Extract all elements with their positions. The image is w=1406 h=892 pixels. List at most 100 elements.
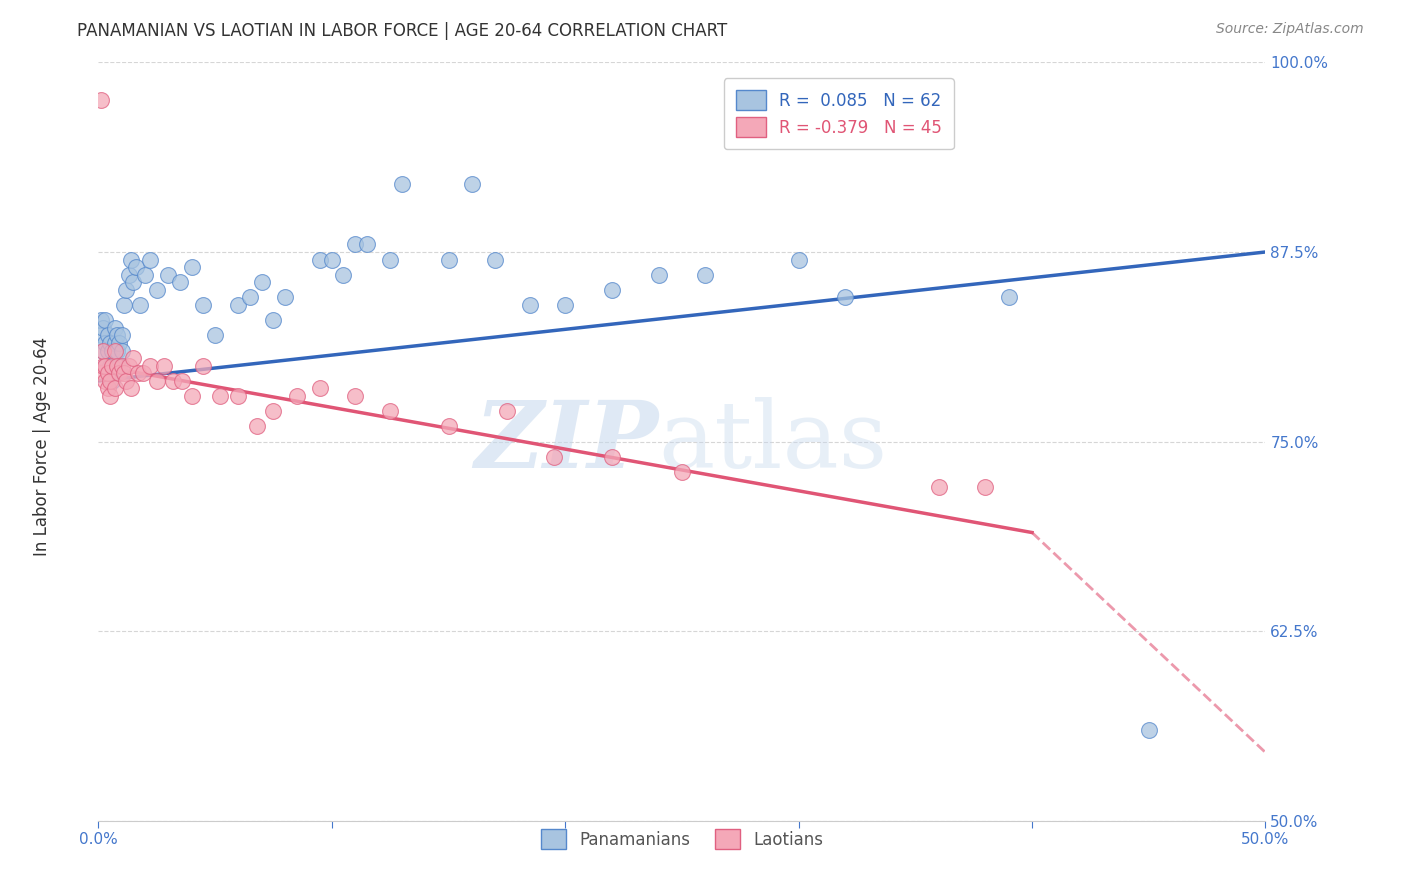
Point bbox=[97, 343, 120, 358]
Point bbox=[104, 321, 127, 335]
Point bbox=[647, 268, 669, 282]
Point bbox=[193, 359, 215, 373]
Point bbox=[120, 382, 142, 396]
Point bbox=[484, 252, 506, 267]
Point bbox=[262, 313, 284, 327]
Point bbox=[94, 336, 117, 351]
Point bbox=[208, 389, 231, 403]
Point bbox=[1137, 723, 1160, 737]
Point bbox=[94, 374, 117, 388]
Point bbox=[344, 237, 367, 252]
Point bbox=[105, 328, 128, 343]
Point bbox=[997, 291, 1019, 305]
Point bbox=[118, 359, 141, 373]
Point bbox=[437, 419, 460, 434]
Point bbox=[152, 359, 174, 373]
Point bbox=[309, 382, 332, 396]
Point bbox=[834, 291, 856, 305]
Point bbox=[90, 94, 112, 108]
Point bbox=[91, 343, 114, 358]
Point bbox=[461, 177, 484, 191]
Point bbox=[671, 465, 693, 479]
Point bbox=[496, 404, 519, 418]
Point bbox=[600, 450, 623, 464]
Point bbox=[97, 382, 120, 396]
Point bbox=[519, 298, 541, 312]
Legend: Panamanians, Laotians: Panamanians, Laotians bbox=[533, 821, 831, 858]
Point bbox=[122, 275, 145, 289]
Text: atlas: atlas bbox=[658, 397, 887, 486]
Point bbox=[94, 313, 117, 327]
Point bbox=[344, 389, 367, 403]
Text: In Labor Force | Age 20-64: In Labor Force | Age 20-64 bbox=[34, 336, 51, 556]
Point bbox=[101, 374, 124, 388]
Point bbox=[157, 268, 180, 282]
Point bbox=[274, 291, 297, 305]
Point bbox=[146, 283, 169, 297]
Point bbox=[180, 389, 202, 403]
Point bbox=[101, 359, 124, 373]
Point bbox=[139, 252, 162, 267]
Point bbox=[108, 366, 131, 380]
Point bbox=[250, 275, 273, 289]
Point bbox=[193, 298, 215, 312]
Point bbox=[104, 336, 127, 351]
Point bbox=[127, 366, 149, 380]
Point bbox=[112, 366, 135, 380]
Point bbox=[146, 374, 169, 388]
Point bbox=[98, 374, 121, 388]
Point bbox=[554, 298, 576, 312]
Point bbox=[108, 359, 131, 373]
Point bbox=[928, 480, 950, 494]
Point bbox=[695, 268, 717, 282]
Point bbox=[98, 389, 121, 403]
Point bbox=[118, 268, 141, 282]
Point bbox=[204, 328, 226, 343]
Point bbox=[787, 252, 810, 267]
Point bbox=[332, 268, 354, 282]
Point bbox=[111, 343, 134, 358]
Point bbox=[98, 336, 121, 351]
Point bbox=[94, 359, 117, 373]
Point bbox=[437, 252, 460, 267]
Point bbox=[105, 343, 128, 358]
Point bbox=[974, 480, 997, 494]
Point bbox=[172, 374, 194, 388]
Point bbox=[90, 328, 112, 343]
Point bbox=[134, 268, 156, 282]
Point bbox=[90, 313, 112, 327]
Point bbox=[111, 328, 134, 343]
Text: PANAMANIAN VS LAOTIAN IN LABOR FORCE | AGE 20-64 CORRELATION CHART: PANAMANIAN VS LAOTIAN IN LABOR FORCE | A… bbox=[77, 22, 727, 40]
Point bbox=[169, 275, 191, 289]
Point bbox=[228, 389, 250, 403]
Point bbox=[97, 366, 120, 380]
Point bbox=[98, 359, 121, 373]
Point bbox=[380, 404, 402, 418]
Point bbox=[122, 351, 145, 365]
Point bbox=[112, 298, 135, 312]
Point bbox=[91, 343, 114, 358]
Point bbox=[104, 343, 127, 358]
Point bbox=[91, 359, 114, 373]
Point bbox=[98, 366, 121, 380]
Point bbox=[600, 283, 623, 297]
Point bbox=[262, 404, 284, 418]
Point bbox=[139, 359, 162, 373]
Point bbox=[115, 283, 138, 297]
Point bbox=[129, 298, 152, 312]
Point bbox=[97, 328, 120, 343]
Point bbox=[104, 382, 127, 396]
Point bbox=[285, 389, 308, 403]
Point bbox=[309, 252, 332, 267]
Point bbox=[111, 359, 134, 373]
Point bbox=[162, 374, 184, 388]
Point bbox=[180, 260, 202, 274]
Point bbox=[105, 359, 128, 373]
Point bbox=[101, 343, 124, 358]
Point bbox=[91, 321, 114, 335]
Point bbox=[239, 291, 262, 305]
Point bbox=[132, 366, 155, 380]
Point bbox=[90, 366, 112, 380]
Text: ZIP: ZIP bbox=[474, 397, 658, 486]
Point bbox=[108, 336, 131, 351]
